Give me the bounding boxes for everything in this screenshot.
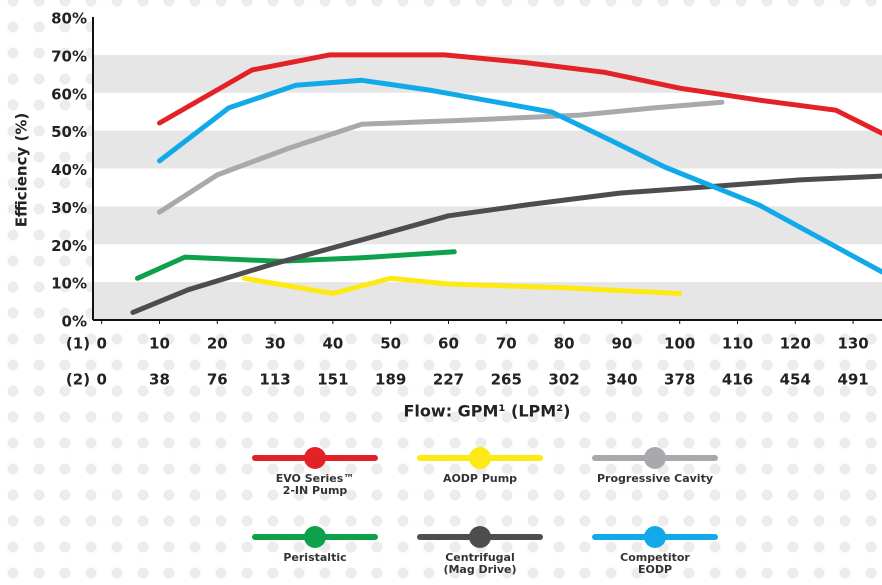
legend-label: Competitor EODP xyxy=(620,551,690,576)
x-axis-title: Flow: GPM¹ (LPM²) xyxy=(404,402,571,421)
x-tick-label-lpm: 416 xyxy=(722,371,753,389)
legend-swatch-dot xyxy=(469,526,491,548)
x-tick-label: 10 xyxy=(149,335,170,353)
y-tick-label: 10% xyxy=(51,275,87,293)
x-tick-label: 90 xyxy=(611,335,632,353)
legend-swatch-dot xyxy=(644,526,666,548)
row-label: (2) xyxy=(66,371,90,389)
y-axis-title: Efficiency (%) xyxy=(13,113,31,228)
x-tick-label: 30 xyxy=(265,335,286,353)
x-tick-label: 80 xyxy=(554,335,575,353)
x-tick-label: 0 xyxy=(96,335,106,353)
x-tick-label: 130 xyxy=(837,335,868,353)
x-tick-label-lpm: 189 xyxy=(375,371,406,389)
legend-label: Centrifugal (Mag Drive) xyxy=(443,551,517,576)
series-line xyxy=(157,52,882,136)
grid-band xyxy=(93,282,882,320)
series-line xyxy=(241,275,683,296)
legend-swatch-dot xyxy=(644,447,666,469)
legend-swatch-dot xyxy=(469,447,491,469)
legend-swatch-dot xyxy=(304,447,326,469)
x-tick-label: 70 xyxy=(496,335,517,353)
x-tick-label: 40 xyxy=(322,335,343,353)
legend-label: Progressive Cavity xyxy=(597,472,713,485)
legend-swatch-dot xyxy=(304,526,326,548)
x-tick-label: 120 xyxy=(780,335,811,353)
y-tick-label: 50% xyxy=(51,123,87,141)
x-tick-label: 50 xyxy=(380,335,401,353)
x-tick-label-lpm: 378 xyxy=(664,371,695,389)
y-tick-label: 70% xyxy=(51,47,87,65)
series-line xyxy=(157,77,882,275)
x-tick-label: 110 xyxy=(722,335,753,353)
x-tick-label-lpm: 113 xyxy=(259,371,290,389)
x-tick-label-lpm: 0 xyxy=(96,371,106,389)
x-tick-label-lpm: 340 xyxy=(606,371,637,389)
x-tick-label-lpm: 302 xyxy=(548,371,579,389)
series-line xyxy=(130,173,882,315)
x-tick-label-lpm: 491 xyxy=(837,371,868,389)
y-tick-label: 0% xyxy=(62,313,87,331)
y-tick-label: 40% xyxy=(51,161,87,179)
x-tick-label: 60 xyxy=(438,335,459,353)
x-tick-label-lpm: 454 xyxy=(780,371,811,389)
y-tick-label: 30% xyxy=(51,199,87,217)
row-label: (1) xyxy=(66,335,90,353)
x-tick-label: 20 xyxy=(207,335,228,353)
y-tick-label: 20% xyxy=(51,237,87,255)
x-tick-label-lpm: 76 xyxy=(207,371,228,389)
series-line xyxy=(157,99,725,215)
y-tick-label: 80% xyxy=(51,10,87,28)
y-tick-label: 60% xyxy=(51,85,87,103)
grid-band xyxy=(93,130,882,169)
legend-label: Peristaltic xyxy=(283,551,347,564)
x-tick-label-lpm: 227 xyxy=(433,371,464,389)
x-tick-label-lpm: 265 xyxy=(491,371,522,389)
x-tick-label-lpm: 151 xyxy=(317,371,348,389)
legend-label: AODP Pump xyxy=(442,472,518,485)
x-tick-label: 100 xyxy=(664,335,695,353)
legend-label: EVO Series™ 2-IN Pump xyxy=(275,472,355,497)
x-tick-label-lpm: 38 xyxy=(149,371,170,389)
